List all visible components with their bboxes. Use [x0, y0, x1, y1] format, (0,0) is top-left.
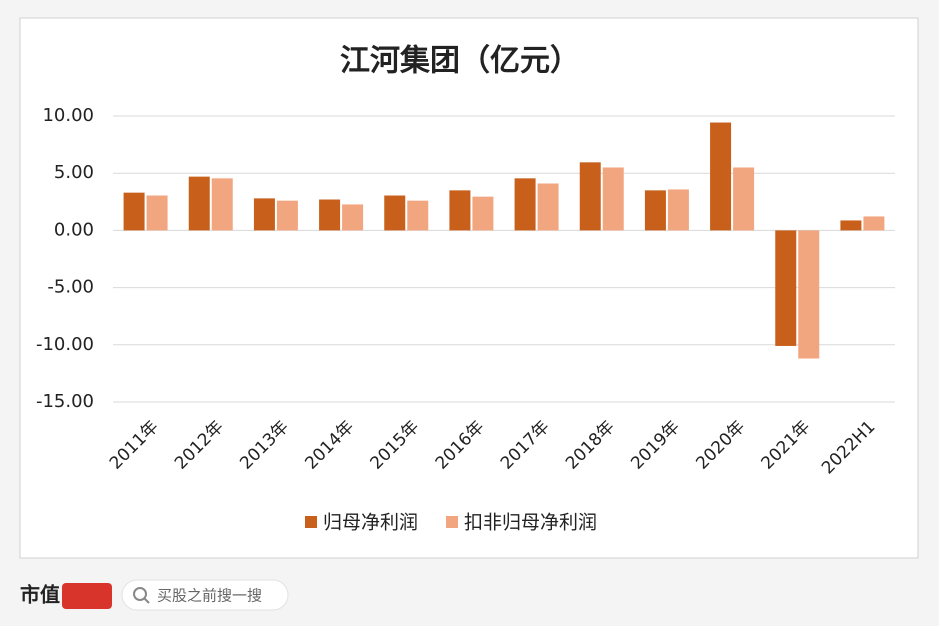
bar: [798, 230, 820, 359]
bar: [667, 189, 689, 231]
bar: [775, 230, 797, 346]
bar: [537, 183, 559, 231]
bar: [579, 162, 601, 231]
bar: [123, 192, 145, 231]
bar: [211, 178, 233, 231]
bar: [146, 195, 168, 231]
y-tick-label: -10.00: [36, 334, 94, 355]
y-tick-label: 5.00: [54, 162, 94, 183]
y-tick-label: -5.00: [47, 277, 94, 298]
legend-label: 扣非归母净利润: [464, 512, 597, 534]
search-icon: [143, 597, 150, 604]
bar: [840, 220, 862, 231]
bar: [319, 199, 341, 231]
search-box[interactable]: [121, 579, 289, 611]
legend-swatch: [446, 516, 459, 528]
bar: [644, 190, 666, 231]
search-icon: [133, 587, 147, 601]
search-placeholder: 买股之前搜一搜: [157, 587, 262, 605]
bar: [733, 167, 755, 231]
brand-logo: [62, 583, 112, 609]
legend-swatch: [305, 516, 317, 528]
bar: [188, 176, 210, 231]
y-tick-label: 10.00: [42, 105, 94, 126]
bar: [472, 196, 494, 231]
y-tick-label: -15.00: [36, 391, 94, 412]
bar: [384, 195, 406, 231]
bar: [407, 200, 429, 231]
bar: [449, 190, 471, 231]
bar: [276, 200, 298, 231]
chart-title: 江河集团（亿元）: [340, 44, 580, 79]
bar: [514, 178, 536, 231]
legend-label: 归母净利润: [323, 512, 418, 534]
bar: [863, 216, 885, 231]
y-tick-label: 0.00: [54, 219, 94, 240]
brand: 市值: [20, 583, 60, 607]
bar: [710, 122, 732, 231]
bar: [253, 198, 275, 231]
bar: [342, 204, 364, 231]
bar: [602, 167, 624, 231]
